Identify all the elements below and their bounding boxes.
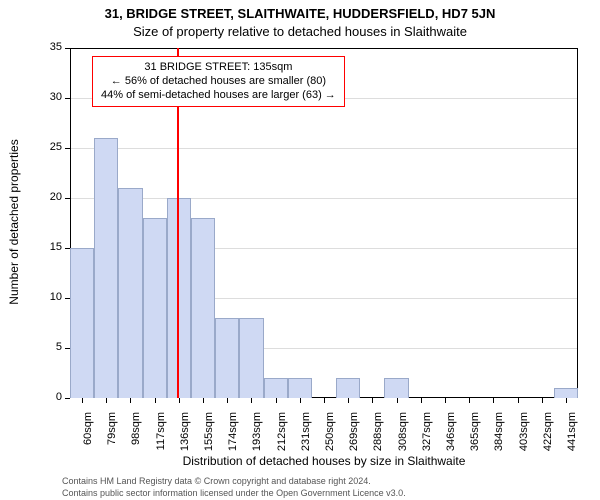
ytick-mark bbox=[65, 348, 70, 349]
footer-line-2: Contains public sector information licen… bbox=[62, 488, 406, 498]
xtick-mark bbox=[106, 398, 107, 403]
xtick-mark bbox=[179, 398, 180, 403]
ytick-mark bbox=[65, 198, 70, 199]
ytick-mark bbox=[65, 98, 70, 99]
bar bbox=[94, 138, 118, 398]
ytick-mark bbox=[65, 298, 70, 299]
xtick-mark bbox=[445, 398, 446, 403]
xtick-mark bbox=[518, 398, 519, 403]
ytick-label: 10 bbox=[32, 291, 62, 303]
xtick-mark bbox=[397, 398, 398, 403]
ytick-mark bbox=[65, 148, 70, 149]
ytick-mark bbox=[65, 398, 70, 399]
annotation-line: ← 56% of detached houses are smaller (80… bbox=[101, 75, 336, 89]
ytick-label: 0 bbox=[32, 391, 62, 403]
xtick-mark bbox=[276, 398, 277, 403]
x-axis-label: Distribution of detached houses by size … bbox=[70, 454, 578, 468]
title-sub: Size of property relative to detached ho… bbox=[0, 24, 600, 39]
bar bbox=[143, 218, 167, 398]
xtick-mark bbox=[324, 398, 325, 403]
bar bbox=[118, 188, 142, 398]
xtick-mark bbox=[542, 398, 543, 403]
xtick-mark bbox=[227, 398, 228, 403]
xtick-mark bbox=[82, 398, 83, 403]
ytick-mark bbox=[65, 248, 70, 249]
xtick-mark bbox=[203, 398, 204, 403]
xtick-mark bbox=[251, 398, 252, 403]
t-axis-line bbox=[70, 48, 578, 49]
annotation-line: 44% of semi-detached houses are larger (… bbox=[101, 89, 336, 103]
xtick-mark bbox=[566, 398, 567, 403]
ytick-label: 25 bbox=[32, 141, 62, 153]
y-axis-label: Number of detached properties bbox=[7, 122, 21, 322]
annotation-box: 31 BRIDGE STREET: 135sqm← 56% of detache… bbox=[92, 56, 345, 107]
xtick-mark bbox=[421, 398, 422, 403]
xtick-mark bbox=[469, 398, 470, 403]
ytick-label: 5 bbox=[32, 341, 62, 353]
bar bbox=[384, 378, 408, 398]
xtick-mark bbox=[493, 398, 494, 403]
bar bbox=[288, 378, 312, 398]
bar bbox=[215, 318, 239, 398]
ytick-label: 35 bbox=[32, 41, 62, 53]
xtick-mark bbox=[155, 398, 156, 403]
ytick-label: 20 bbox=[32, 191, 62, 203]
bar bbox=[239, 318, 263, 398]
bar bbox=[70, 248, 94, 398]
ytick-label: 30 bbox=[32, 91, 62, 103]
annotation-line: 31 BRIDGE STREET: 135sqm bbox=[101, 61, 336, 75]
ytick-mark bbox=[65, 48, 70, 49]
bar bbox=[191, 218, 215, 398]
r-axis-line bbox=[577, 48, 578, 398]
xtick-mark bbox=[300, 398, 301, 403]
xtick-mark bbox=[348, 398, 349, 403]
title-main: 31, BRIDGE STREET, SLAITHWAITE, HUDDERSF… bbox=[0, 6, 600, 21]
gridline bbox=[70, 198, 578, 199]
bar bbox=[264, 378, 288, 398]
gridline bbox=[70, 148, 578, 149]
ytick-label: 15 bbox=[32, 241, 62, 253]
bar bbox=[554, 388, 578, 398]
bar bbox=[167, 198, 191, 398]
xtick-mark bbox=[130, 398, 131, 403]
bar bbox=[336, 378, 360, 398]
xtick-mark bbox=[372, 398, 373, 403]
footer-line-1: Contains HM Land Registry data © Crown c… bbox=[62, 476, 371, 486]
